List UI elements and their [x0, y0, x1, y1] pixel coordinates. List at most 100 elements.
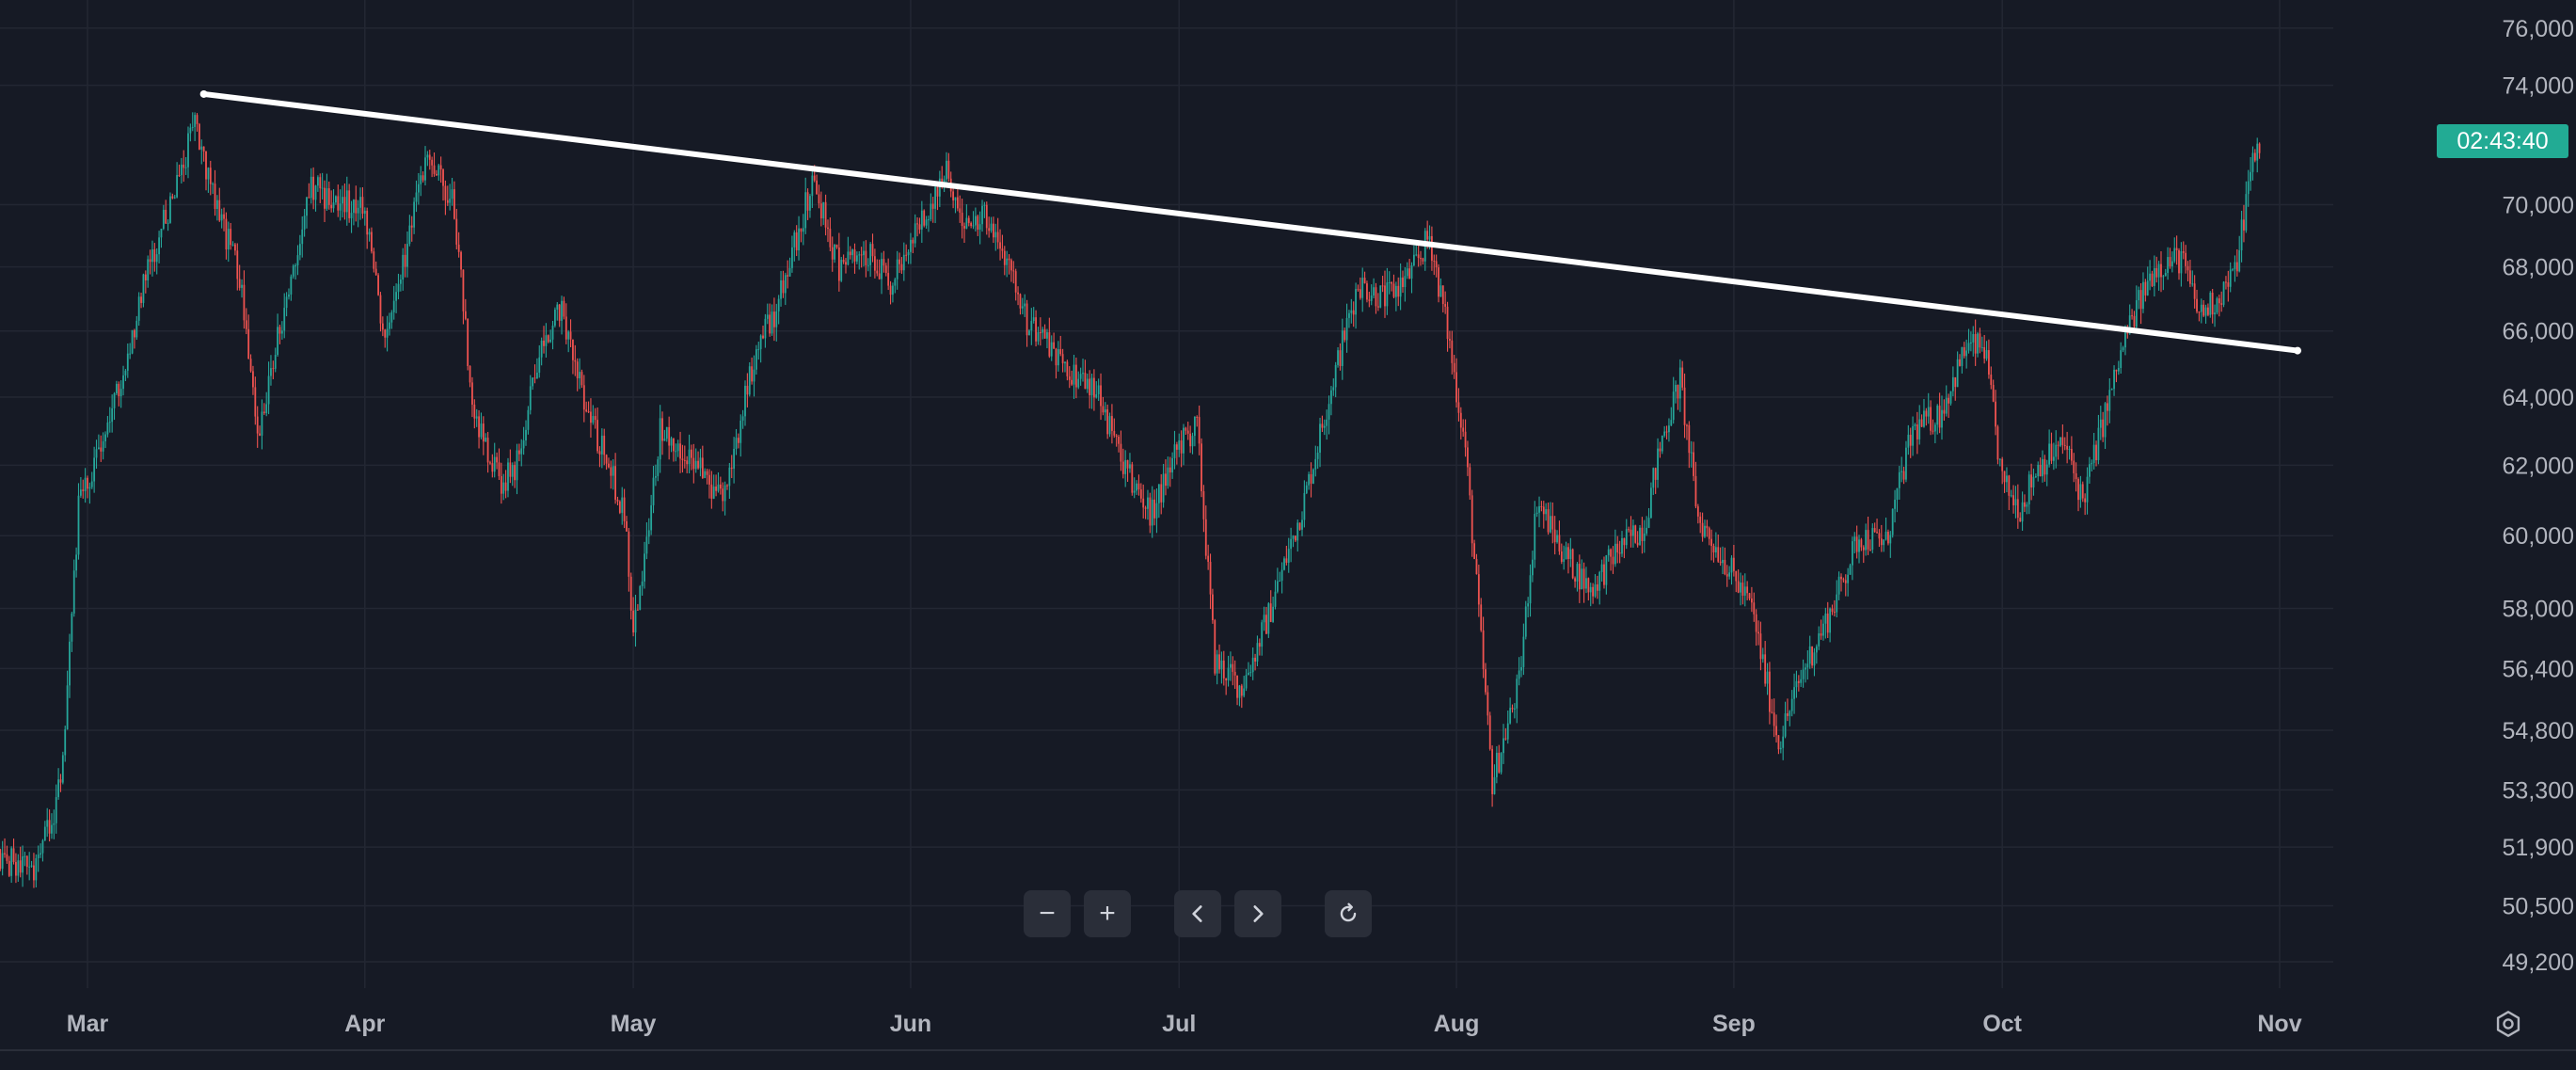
candle-body	[572, 339, 574, 360]
scroll-right-button[interactable]	[1234, 890, 1281, 937]
candle-body	[2250, 171, 2251, 182]
candle-body	[1084, 373, 1087, 390]
candle-body	[236, 250, 239, 279]
candle-body	[1337, 350, 1339, 365]
candle-body	[628, 531, 630, 577]
candle-body	[2126, 332, 2129, 334]
candle-body	[1849, 565, 1852, 575]
candle-body	[1068, 375, 1071, 380]
candle-body	[2135, 300, 2138, 327]
candle-body	[819, 203, 822, 219]
candle-body	[399, 279, 402, 284]
candle-body	[55, 797, 57, 823]
candle-body	[1737, 581, 1740, 593]
candle-body	[1652, 468, 1655, 488]
candle-body	[1840, 576, 1842, 580]
candle-body	[1305, 485, 1308, 493]
candle-body	[209, 168, 212, 184]
candle-body	[2146, 280, 2149, 295]
candle-body	[1487, 692, 1489, 716]
candle-body	[1095, 393, 1098, 398]
candle-body	[1677, 385, 1679, 399]
candle-body	[408, 225, 411, 245]
candle-body	[1267, 603, 1270, 634]
candle-body	[806, 192, 809, 211]
candle-body	[2068, 449, 2071, 451]
trendline-handle[interactable]	[199, 89, 208, 98]
trendline-handle[interactable]	[2294, 346, 2302, 355]
candle-body	[142, 274, 145, 303]
candle-body	[1704, 525, 1706, 537]
reset-chart-button[interactable]	[1325, 890, 1372, 937]
candle-body	[1592, 586, 1594, 597]
candle-body	[2037, 464, 2040, 477]
candle-body	[2059, 437, 2061, 446]
candle-body	[1759, 633, 1762, 660]
candle-body	[2131, 315, 2133, 317]
candle-body	[1189, 433, 1192, 447]
candle-body	[1789, 711, 1791, 716]
candle-body	[1607, 549, 1610, 555]
candle-body	[215, 200, 218, 210]
candle-body	[1165, 473, 1167, 487]
candle-body	[551, 326, 554, 340]
candle-body	[1129, 464, 1131, 469]
trendline[interactable]	[200, 90, 2301, 354]
candle-body	[1420, 258, 1422, 260]
candle-body	[102, 440, 104, 452]
candle-body	[946, 160, 947, 180]
candle-body	[1628, 529, 1630, 531]
candle-body	[406, 244, 408, 267]
candle-body	[1912, 425, 1914, 446]
scroll-left-button[interactable]	[1174, 890, 1221, 937]
candle-body	[90, 481, 93, 487]
candle-body	[2178, 249, 2180, 274]
candle-body	[1808, 646, 1811, 664]
candle-body	[1616, 543, 1619, 553]
y-tick-label: 64,000	[2503, 385, 2574, 411]
candle-body	[296, 255, 299, 266]
candle-body	[1862, 547, 1865, 551]
candle-body	[1312, 469, 1314, 484]
candle-body	[272, 368, 275, 370]
candle-body	[1230, 663, 1232, 668]
candle-body	[1889, 535, 1892, 544]
candle-body	[1010, 260, 1012, 271]
candle-body	[1589, 586, 1592, 593]
candle-body	[87, 477, 88, 489]
candle-body	[645, 536, 648, 554]
x-tick-label: Jul	[1162, 1011, 1196, 1037]
candle-body	[1279, 581, 1281, 583]
candle-body	[22, 855, 24, 873]
candle-body	[816, 180, 818, 195]
candle-body	[547, 335, 549, 343]
zoom-in-button[interactable]: +	[1084, 890, 1131, 937]
chart-settings-button[interactable]	[2491, 1007, 2525, 1041]
candle-body	[2006, 475, 2008, 483]
x-tick-label: Oct	[1982, 1011, 2022, 1037]
candle-body	[1581, 568, 1583, 590]
candle-body	[699, 457, 702, 469]
candle-body	[478, 416, 480, 438]
candle-body	[1951, 376, 1954, 391]
candle-body	[766, 314, 769, 319]
candle-body	[437, 165, 440, 176]
candle-body	[43, 826, 46, 841]
candle-body	[1943, 409, 1946, 414]
candle-body	[1238, 685, 1241, 698]
candle-body	[1527, 603, 1530, 607]
x-tick-label: May	[611, 1011, 657, 1037]
candle-body	[1743, 586, 1746, 596]
zoom-out-button[interactable]: −	[1024, 890, 1071, 937]
candle-body	[600, 435, 603, 455]
candle-body	[473, 404, 476, 419]
candle-body	[1654, 468, 1657, 480]
candle-body	[324, 187, 326, 209]
candle-body	[665, 426, 668, 439]
candle-body	[402, 254, 405, 280]
candle-body	[853, 249, 856, 262]
candle-body	[1578, 564, 1581, 590]
candle-body	[1764, 654, 1767, 684]
